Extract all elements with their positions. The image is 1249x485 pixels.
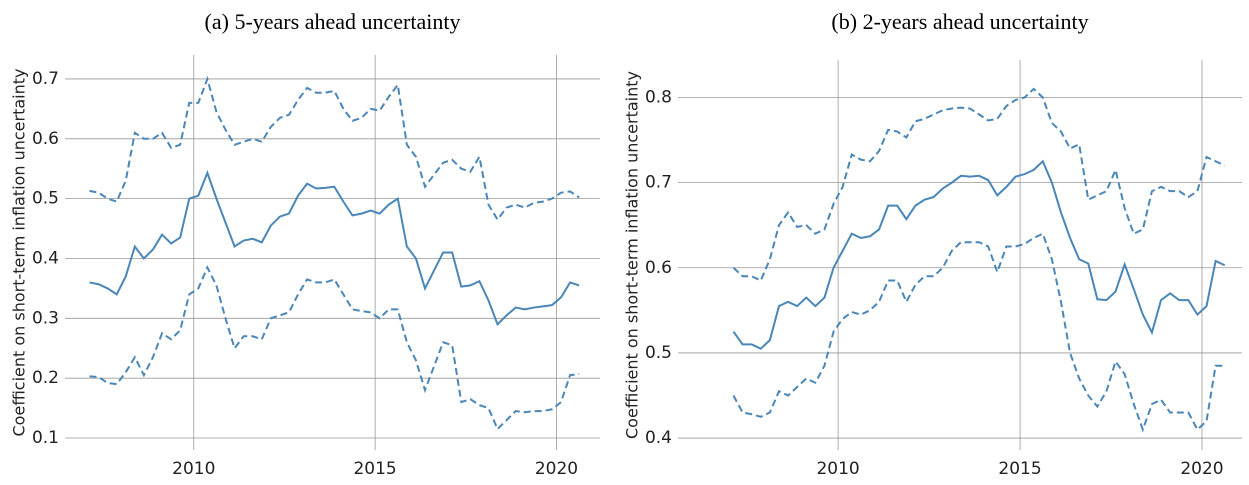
x-tick-label: 2020 xyxy=(535,459,578,479)
y-tick-label: 0.7 xyxy=(32,69,59,89)
y-tick-label: 0.1 xyxy=(32,428,59,448)
y-tick-label: 0.4 xyxy=(32,248,59,268)
y-tick-label: 0.2 xyxy=(32,368,59,388)
y-tick-label: 0.5 xyxy=(32,189,59,209)
x-tick-label: 2010 xyxy=(816,459,859,479)
y-axis-label: Coefficient on short-term inflation unce… xyxy=(10,69,29,437)
y-tick-label: 0.6 xyxy=(645,258,672,278)
y-tick-label: 0.6 xyxy=(32,129,59,149)
panel-title: (b) 2-years ahead uncertainty xyxy=(831,9,1088,34)
y-axis-label: Coefficient on short-term inflation unce… xyxy=(623,71,642,439)
series-line xyxy=(732,232,1225,433)
y-tick-label: 0.8 xyxy=(645,87,672,107)
y-tick-label: 0.3 xyxy=(32,308,59,328)
series-line xyxy=(89,265,580,431)
y-tick-label: 0.7 xyxy=(645,173,672,193)
series-line xyxy=(89,170,580,327)
y-tick-label: 0.4 xyxy=(645,428,672,448)
x-tick-label: 2015 xyxy=(998,459,1041,479)
x-tick-label: 2015 xyxy=(353,459,396,479)
panel-title: (a) 5-years ahead uncertainty xyxy=(205,9,461,34)
y-tick-label: 0.5 xyxy=(645,343,672,363)
series-line xyxy=(732,87,1226,282)
series-line xyxy=(89,75,580,222)
x-tick-label: 2010 xyxy=(172,459,215,479)
x-tick-label: 2020 xyxy=(1180,459,1223,479)
series-line xyxy=(732,159,1226,350)
